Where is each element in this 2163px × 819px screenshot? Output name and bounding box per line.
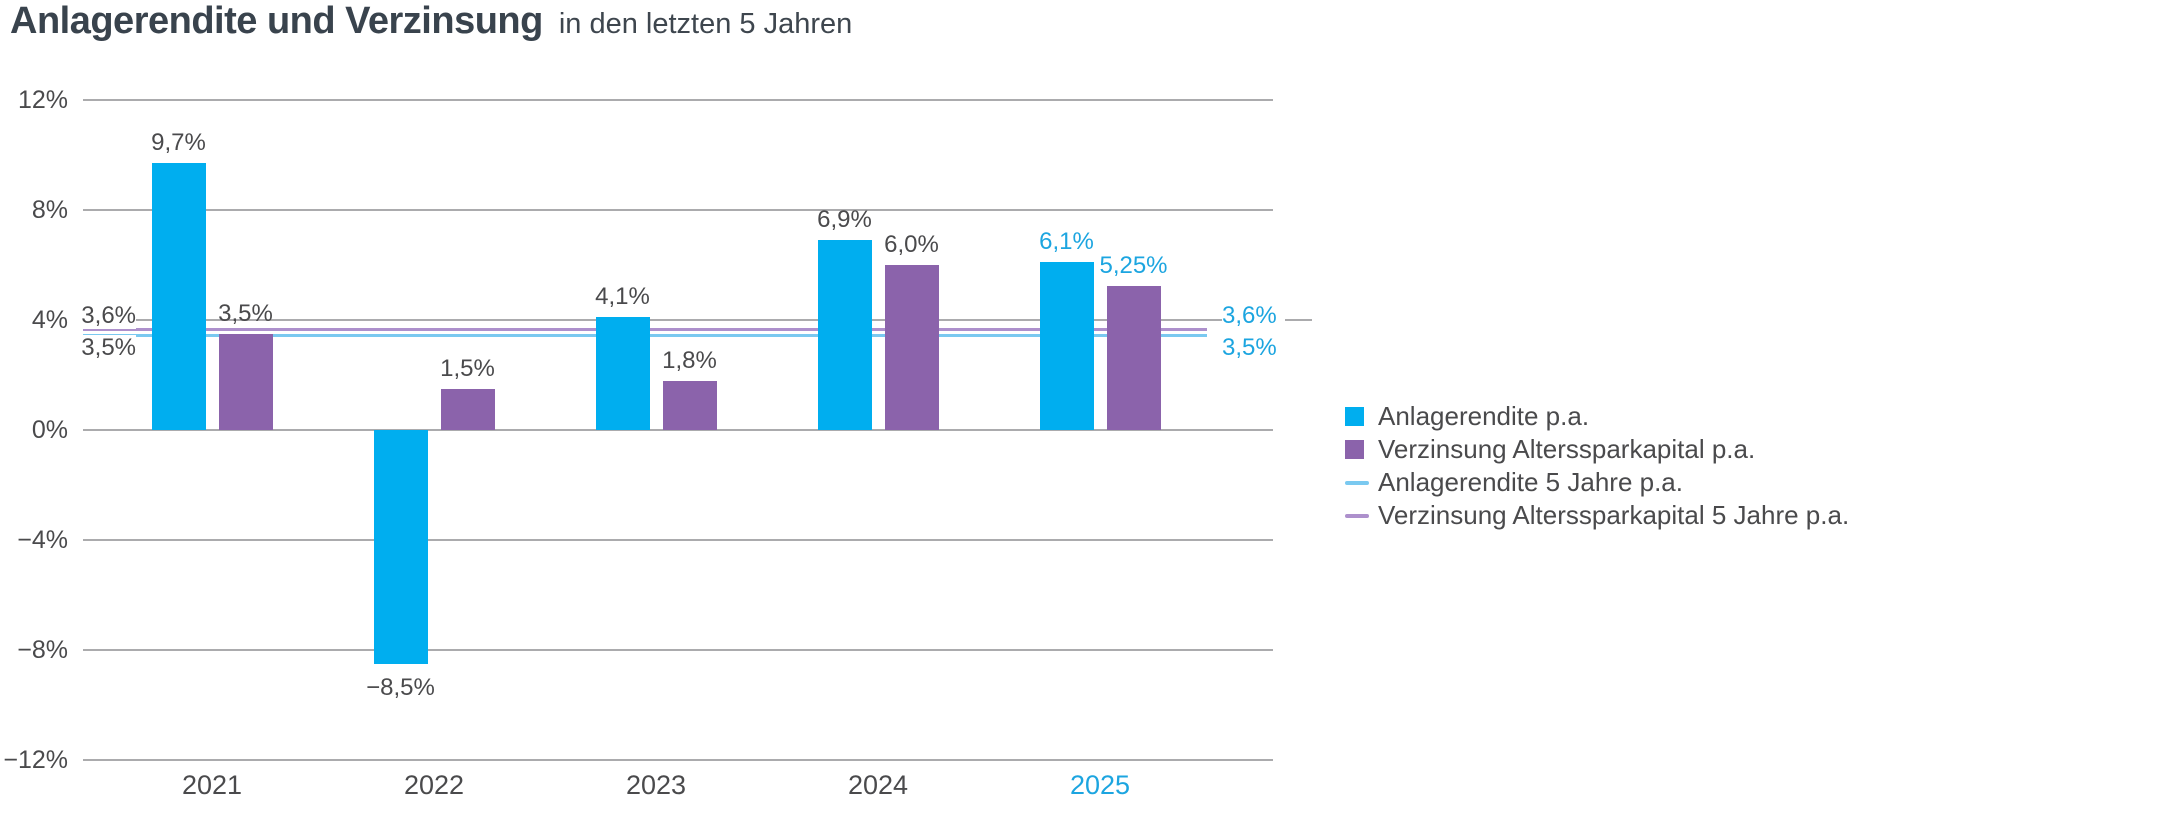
gridline-8 xyxy=(83,209,1273,211)
y-tick-label: 0% xyxy=(31,416,68,444)
bar-label-anlagerendite-2023: 4,1% xyxy=(595,283,650,311)
bar-label-anlagerendite-2021: 9,7% xyxy=(151,129,206,157)
bar-verzinsung-2025 xyxy=(1106,285,1161,430)
gridline-4 xyxy=(83,319,1312,321)
legend-swatch-icon xyxy=(1345,407,1364,426)
y-tick-label: −12% xyxy=(3,746,68,774)
bar-anlagerendite-2022 xyxy=(373,430,428,664)
bar-label-verzinsung-2024: 6,0% xyxy=(884,231,939,258)
legend-item: Verzinsung Alterssparkapital 5 Jahre p.a… xyxy=(1345,499,1849,532)
gridline--8 xyxy=(83,649,1273,651)
legend-item: Anlagerendite 5 Jahre p.a. xyxy=(1345,466,1849,499)
bar-label-anlagerendite-2022: −8,5% xyxy=(366,673,435,701)
legend-line-icon xyxy=(1345,480,1369,485)
bar-verzinsung-2024 xyxy=(884,265,939,430)
legend-label: Anlagerendite p.a. xyxy=(1378,401,1590,431)
bar-label-verzinsung-2025: 5,25% xyxy=(1099,251,1168,279)
gridline--4 xyxy=(83,539,1273,541)
bar-label-anlagerendite-2025: 6,1% xyxy=(1039,228,1094,256)
bar-verzinsung-2021 xyxy=(218,333,273,430)
gridline-12 xyxy=(83,99,1273,101)
chart-subtitle: in den letzten 5 Jahren xyxy=(558,8,853,40)
chart-title: Anlagerendite und Verzinsung xyxy=(10,0,543,42)
y-tick-label: 4% xyxy=(31,306,68,334)
y-tick-label: −4% xyxy=(17,526,68,554)
bar-anlagerendite-2023 xyxy=(595,317,650,430)
legend-item: Anlagerendite p.a. xyxy=(1345,400,1849,433)
ref-label-left-36: 3,6% xyxy=(80,302,136,329)
x-tick-label-2025: 2025 xyxy=(1069,770,1131,800)
y-tick-label: −8% xyxy=(17,636,68,664)
x-tick-label-2021: 2021 xyxy=(181,770,243,800)
bar-verzinsung-2023 xyxy=(662,380,717,430)
bar-label-anlagerendite-2024: 6,9% xyxy=(817,206,872,234)
bar-anlagerendite-2021 xyxy=(151,163,206,430)
legend-swatch-icon xyxy=(1345,440,1364,459)
x-tick-label-2023: 2023 xyxy=(625,770,687,800)
bar-label-verzinsung-2023: 1,8% xyxy=(662,346,717,374)
x-tick-label-2024: 2024 xyxy=(847,770,909,800)
ref-label-left-35: 3,5% xyxy=(80,334,136,361)
bar-label-verzinsung-2021: 3,5% xyxy=(218,299,273,327)
y-tick-label: 8% xyxy=(31,196,68,224)
gridline-0 xyxy=(83,429,1273,431)
x-tick-label-2022: 2022 xyxy=(403,770,465,800)
legend-line-icon xyxy=(1345,513,1369,518)
legend-label: Anlagerendite 5 Jahre p.a. xyxy=(1378,467,1683,497)
bar-anlagerendite-2024 xyxy=(817,240,872,430)
legend-label: Verzinsung Alterssparkapital 5 Jahre p.a… xyxy=(1378,500,1850,530)
ref-label-right-36: 3,6% xyxy=(1222,303,1285,329)
bar-anlagerendite-2025 xyxy=(1039,262,1094,430)
legend: Anlagerendite p.a. Verzinsung Altersspark… xyxy=(1345,400,1849,532)
bar-verzinsung-2022 xyxy=(440,388,495,430)
chart-header: Anlagerendite und Verzinsung in den letz… xyxy=(10,0,852,43)
ref-label-right-35: 3,5% xyxy=(1222,335,1285,361)
legend-label: Verzinsung Alterssparkapital p.a. xyxy=(1378,434,1756,464)
legend-item: Verzinsung Alterssparkapital p.a. xyxy=(1345,433,1849,466)
bar-label-verzinsung-2022: 1,5% xyxy=(440,354,495,382)
y-tick-label: 12% xyxy=(17,86,68,114)
gridline--12 xyxy=(83,759,1273,761)
